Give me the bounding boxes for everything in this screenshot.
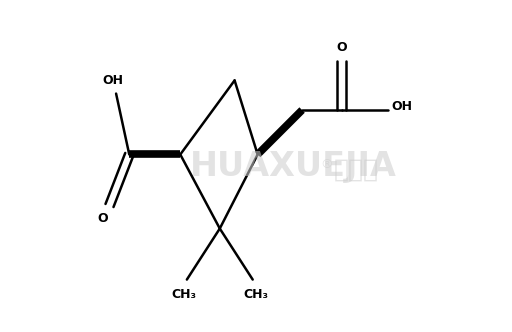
Text: O: O bbox=[336, 41, 347, 54]
Text: O: O bbox=[98, 212, 108, 225]
Text: CH₃: CH₃ bbox=[171, 288, 196, 301]
Text: ®: ® bbox=[320, 158, 333, 171]
Text: OH: OH bbox=[391, 100, 412, 113]
Text: CH₃: CH₃ bbox=[244, 288, 268, 301]
Text: OH: OH bbox=[102, 74, 123, 87]
Text: 化学加: 化学加 bbox=[333, 157, 378, 181]
Text: HUAXUEJIA: HUAXUEJIA bbox=[190, 149, 397, 183]
